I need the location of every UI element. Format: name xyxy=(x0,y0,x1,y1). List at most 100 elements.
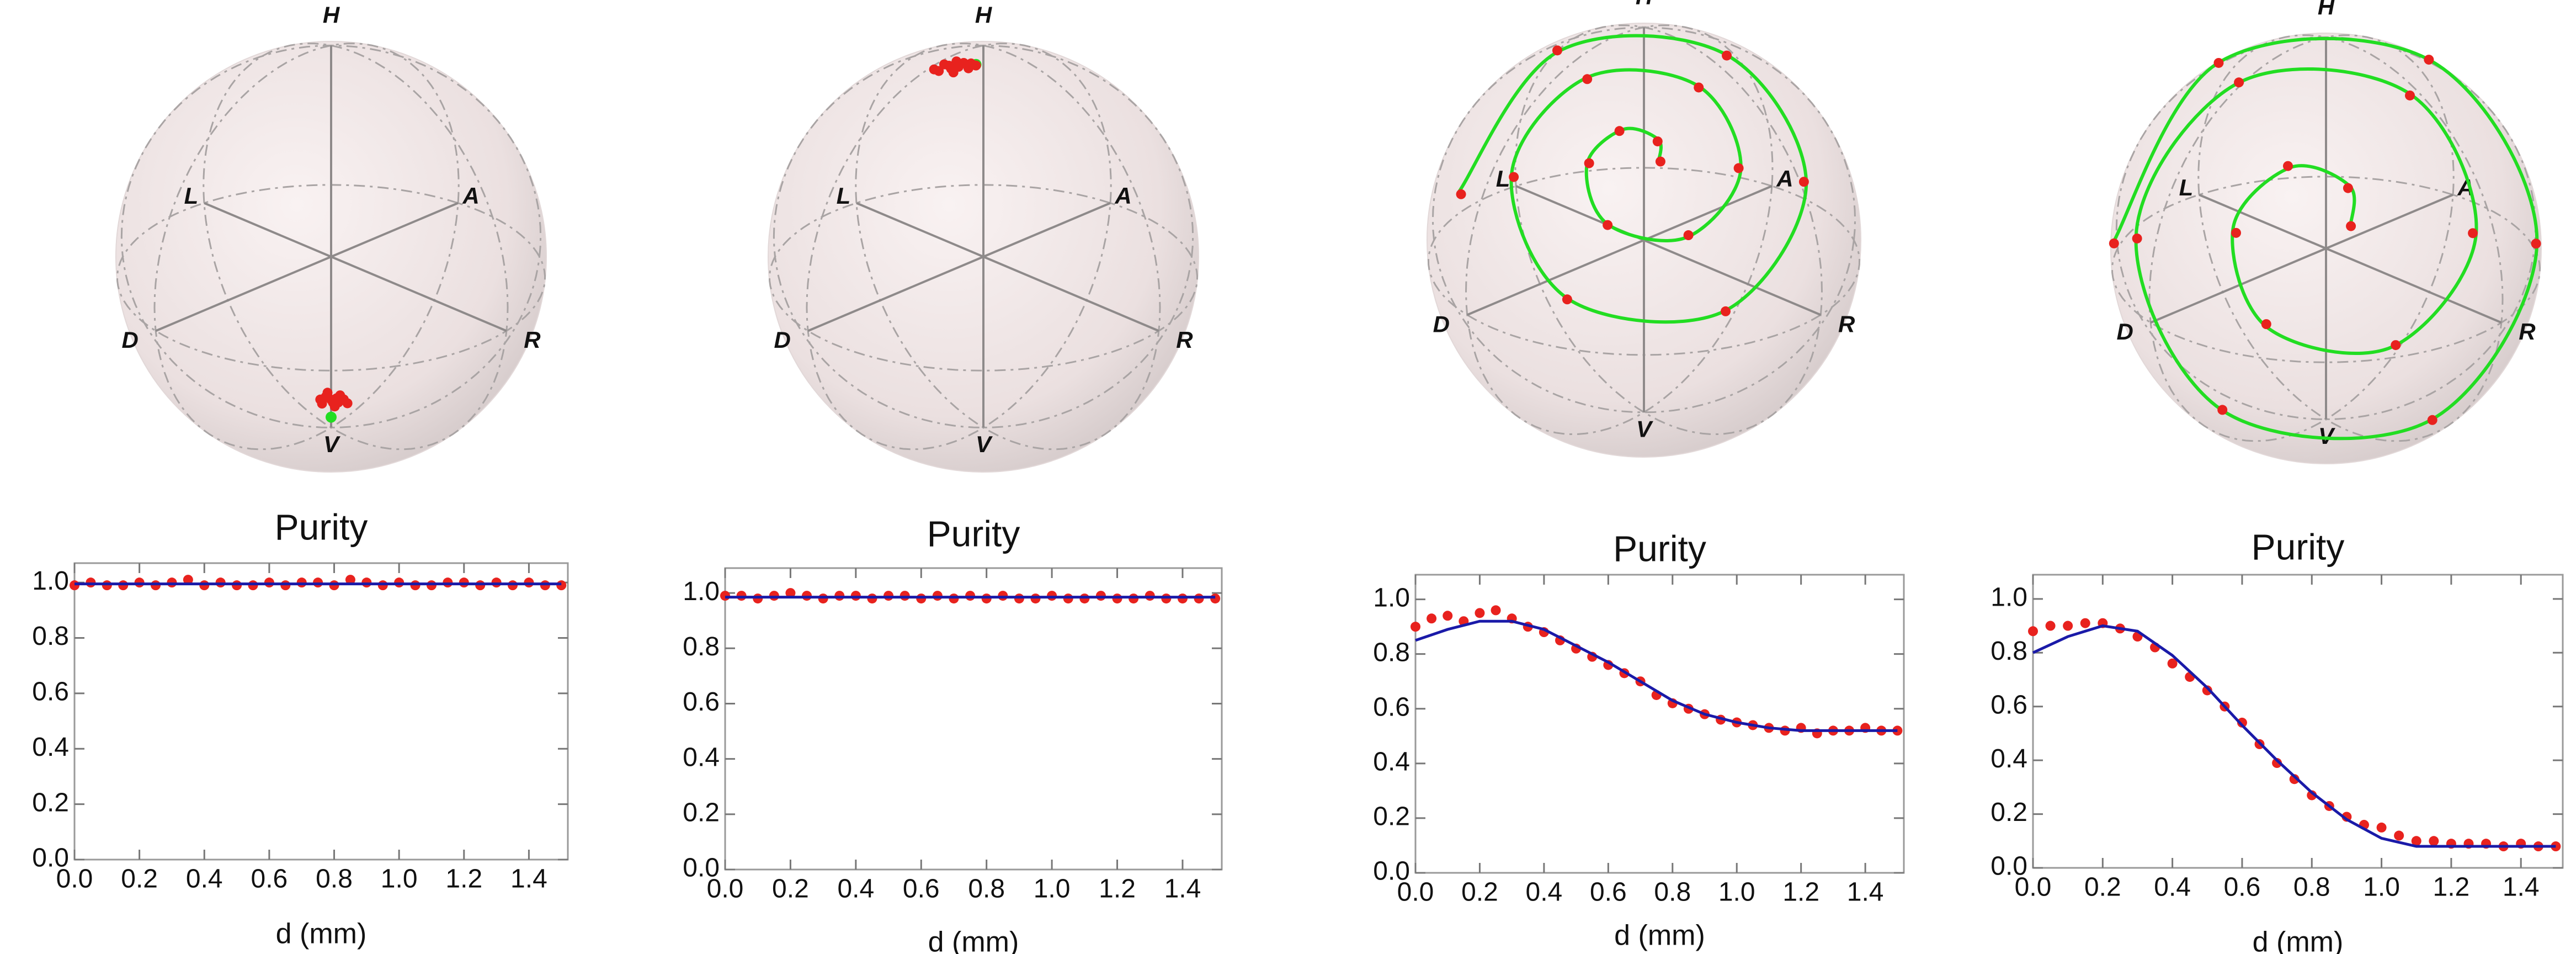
y-tick-label: 0.4 xyxy=(683,743,720,772)
data-point xyxy=(2394,830,2404,841)
state-point xyxy=(1694,82,1704,93)
data-point xyxy=(2429,836,2439,846)
data-point xyxy=(556,580,567,591)
state-point xyxy=(315,394,326,405)
state-point xyxy=(2217,405,2228,415)
sphere-label: L xyxy=(1496,166,1510,192)
data-point xyxy=(345,575,355,585)
axis-spoke xyxy=(983,202,1111,258)
state-point xyxy=(966,58,976,68)
x-tick-label: 1.2 xyxy=(445,865,482,894)
state-point xyxy=(1509,172,1519,182)
y-tick-label: 0.4 xyxy=(1990,744,2027,773)
y-tick-label: 0.0 xyxy=(32,844,69,873)
great-circle xyxy=(773,44,1194,428)
data-point xyxy=(459,577,469,588)
x-tick-label: 1.4 xyxy=(1847,878,1884,907)
state-point xyxy=(2109,238,2119,248)
sphere-label: D xyxy=(121,327,138,353)
plot-title: Purity xyxy=(275,506,368,547)
data-point xyxy=(834,591,845,601)
great-circle xyxy=(120,44,542,428)
x-axis-label: d (mm) xyxy=(2253,926,2344,954)
data-point xyxy=(802,591,812,601)
sphere-label: A xyxy=(462,183,479,209)
state-point xyxy=(2424,55,2434,65)
state-point xyxy=(946,63,956,74)
sphere-label: R xyxy=(1838,311,1855,337)
sphere-label: V xyxy=(1636,416,1653,442)
y-tick-label: 0.4 xyxy=(32,733,69,762)
data-point xyxy=(232,580,242,591)
data-point xyxy=(2167,658,2178,669)
data-point xyxy=(998,591,1008,601)
y-tick-label: 0.8 xyxy=(1373,638,1410,667)
sphere-label: D xyxy=(774,327,790,353)
data-point xyxy=(2289,774,2300,785)
data-point xyxy=(1112,593,1122,604)
data-point xyxy=(2045,621,2056,631)
state-point xyxy=(2531,239,2541,249)
y-tick-label: 0.0 xyxy=(1990,852,2027,881)
sphere-label: V xyxy=(323,431,340,457)
x-tick-label: 1.2 xyxy=(1099,875,1136,904)
axis-spoke xyxy=(331,202,459,258)
data-point xyxy=(329,580,339,591)
axis-spoke xyxy=(1643,185,1773,241)
state-point xyxy=(2132,233,2142,243)
data-point xyxy=(867,593,877,604)
state-point xyxy=(322,388,333,398)
sphere-label: D xyxy=(1433,311,1450,337)
y-tick-label: 0.4 xyxy=(1373,748,1410,777)
axis-spoke xyxy=(2325,247,2502,324)
data-point xyxy=(426,580,437,591)
great-circle xyxy=(116,184,546,372)
data-point xyxy=(524,577,534,588)
axis-spoke xyxy=(1643,239,1822,316)
x-tick-label: 1.0 xyxy=(1034,875,1071,904)
sphere-label: H xyxy=(1636,0,1653,9)
y-tick-label: 0.8 xyxy=(683,632,720,661)
plot-frame xyxy=(1414,574,1905,874)
y-tick-label: 1.0 xyxy=(32,566,69,596)
x-tick-label: 0.2 xyxy=(121,865,158,894)
data-point xyxy=(1194,593,1204,604)
data-point xyxy=(1411,622,1420,632)
data-point xyxy=(769,591,779,601)
data-point xyxy=(215,577,226,588)
data-point xyxy=(394,577,405,588)
y-tick-label: 0.2 xyxy=(1990,798,2027,827)
x-tick-label: 0.2 xyxy=(1461,878,1498,907)
data-point xyxy=(248,580,258,591)
axis-spoke xyxy=(1466,239,1644,316)
state-point xyxy=(1552,45,1562,56)
x-tick-label: 0.8 xyxy=(316,865,353,894)
y-tick-label: 0.2 xyxy=(1373,802,1410,831)
x-tick-label: 1.2 xyxy=(2433,873,2470,902)
y-tick-label: 0.2 xyxy=(683,798,720,827)
data-point xyxy=(753,593,763,604)
data-point xyxy=(1177,593,1188,604)
data-point xyxy=(2237,717,2247,728)
data-point xyxy=(1129,593,1139,604)
plot-title: Purity xyxy=(1613,528,1706,569)
axis-spoke xyxy=(2199,193,2327,250)
data-point xyxy=(1475,608,1485,618)
sphere-label: H xyxy=(975,2,993,28)
data-point xyxy=(2080,618,2090,628)
state-point xyxy=(1721,306,1731,316)
data-point xyxy=(932,591,943,601)
data-point xyxy=(134,577,145,588)
sphere-label: L xyxy=(837,183,851,209)
fit-line xyxy=(1415,619,1898,732)
state-point xyxy=(1614,126,1625,136)
data-point xyxy=(1491,605,1501,616)
data-point xyxy=(2272,758,2282,768)
state-point xyxy=(2261,319,2271,330)
sphere-label: A xyxy=(1776,166,1793,192)
data-point xyxy=(2063,621,2073,631)
data-point xyxy=(1145,591,1155,601)
data-point xyxy=(377,580,388,591)
x-tick-label: 0.4 xyxy=(837,875,874,904)
